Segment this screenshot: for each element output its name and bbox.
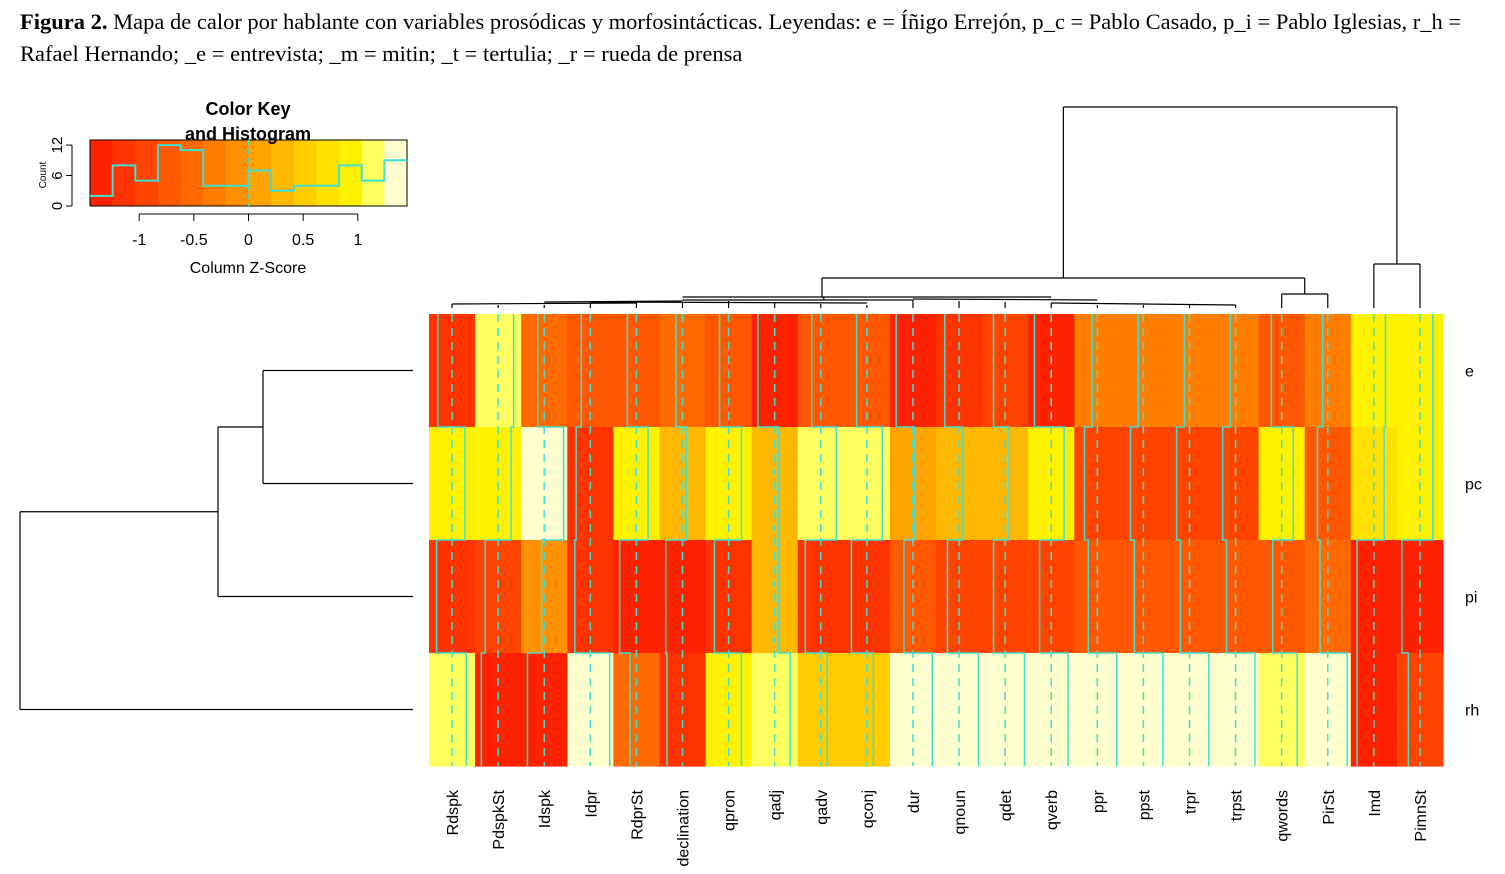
color-key-cell: [271, 140, 295, 206]
column-label: PdspkSt: [491, 789, 508, 849]
color-key-cell: [293, 140, 318, 206]
column-trace: [1316, 314, 1348, 766]
column-label: Rdspk: [445, 789, 462, 835]
color-key-ytick-label: 12: [49, 137, 66, 154]
column-trace: [1356, 314, 1387, 766]
row-label: pc: [1465, 477, 1482, 494]
column-trace: [1221, 314, 1256, 766]
color-key-cell: [112, 140, 136, 206]
color-key-cell: [361, 140, 385, 206]
column-dendrogram-branch: [912, 298, 1098, 301]
column-trace: [1129, 314, 1164, 766]
color-key-gradient: [90, 140, 408, 206]
column-dendrogram: [451, 106, 1421, 308]
column-dendrogram-branch: [590, 301, 867, 304]
column-label: qpron: [722, 790, 739, 831]
column-label: qverb: [1044, 790, 1061, 830]
column-label: Idpr: [583, 789, 600, 817]
column-trace: [1033, 314, 1069, 766]
column-label: declination: [676, 790, 693, 867]
heatmap-traces: [435, 314, 1434, 766]
column-label: PimnSt: [1413, 789, 1430, 841]
column-label: qadj: [768, 790, 785, 820]
column-trace: [992, 314, 1026, 766]
color-key-cell: [90, 140, 114, 206]
color-key-cell: [248, 140, 272, 206]
column-trace: [895, 314, 934, 766]
color-key-xtick-label: 0.5: [292, 232, 314, 249]
column-trace: [526, 314, 565, 766]
column-trace: [435, 314, 467, 766]
column-trace: [664, 314, 688, 766]
color-key-title: Color Key: [205, 99, 290, 119]
color-key-xtick-label: -1: [132, 232, 146, 249]
color-key-xlabel: Column Z-Score: [190, 260, 307, 277]
row-label: rh: [1465, 703, 1479, 720]
caption-text: Mapa de calor por hablante con variables…: [20, 9, 1462, 66]
figure-caption: Figura 2. Mapa de calor por hablante con…: [20, 6, 1490, 70]
caption-label: Figura 2.: [20, 9, 108, 34]
column-trace: [804, 314, 838, 766]
column-dendrogram-branch: [544, 300, 683, 303]
column-trace: [480, 314, 515, 766]
column-label: qdet: [998, 789, 1015, 821]
column-label: RdprSt: [629, 789, 646, 839]
row-labels: e pc pi rh: [1465, 364, 1482, 720]
column-label: Imd: [1367, 790, 1384, 817]
color-key-cell: [225, 140, 250, 206]
color-key-cell: [339, 140, 363, 206]
row-label: pi: [1465, 590, 1477, 607]
column-dendrogram-branch: [452, 302, 637, 305]
column-label: trpr: [1183, 789, 1200, 814]
column-label: dur: [906, 789, 923, 813]
row-dendrogram: [19, 369, 413, 711]
color-key-cell: [135, 140, 159, 206]
color-key-cell: [203, 140, 227, 206]
column-trace: [574, 314, 611, 766]
row-label: e: [1465, 364, 1474, 381]
color-key-cell: [384, 140, 408, 206]
color-key-ytick-label: 6: [49, 171, 66, 179]
color-key-subtitle: and Histogram: [185, 124, 311, 144]
column-trace: [944, 314, 980, 766]
column-label: trpst: [1229, 789, 1246, 821]
color-key-xtick-label: -0.5: [180, 232, 208, 249]
color-key-cell: [180, 140, 204, 206]
column-trace: [1175, 314, 1210, 766]
column-trace: [850, 314, 884, 766]
color-key-ylabel: Count: [38, 161, 49, 188]
color-key-xtick-label: 1: [353, 232, 362, 249]
column-label: PirSt: [1321, 789, 1338, 824]
column-trace: [1401, 314, 1434, 766]
column-trace: [757, 314, 791, 766]
column-labels: Rdspk PdspkSt Idspk Idpr RdprSt declination qp…: [445, 789, 1430, 866]
column-trace: [1270, 314, 1298, 766]
color-key-cell: [157, 140, 182, 206]
column-label: qwords: [1275, 790, 1292, 842]
color-key-axes: 0 6 12 -1 -0.5 0 0.5 1: [49, 137, 408, 249]
column-label: ppst: [1136, 789, 1153, 820]
column-trace: [713, 314, 743, 766]
column-label: qadv: [814, 790, 831, 825]
column-label: qconj: [860, 790, 877, 828]
color-key-ytick-label: 0: [49, 202, 66, 210]
column-label: ppr: [1090, 789, 1107, 813]
color-key-cell: [316, 140, 340, 206]
color-key-xtick-label: 0: [244, 232, 253, 249]
column-label: Idspk: [537, 789, 554, 828]
column-label: qnoun: [952, 790, 969, 835]
column-dendrogram-branch: [1051, 302, 1236, 306]
column-trace: [618, 314, 649, 766]
column-trace: [1083, 314, 1118, 766]
